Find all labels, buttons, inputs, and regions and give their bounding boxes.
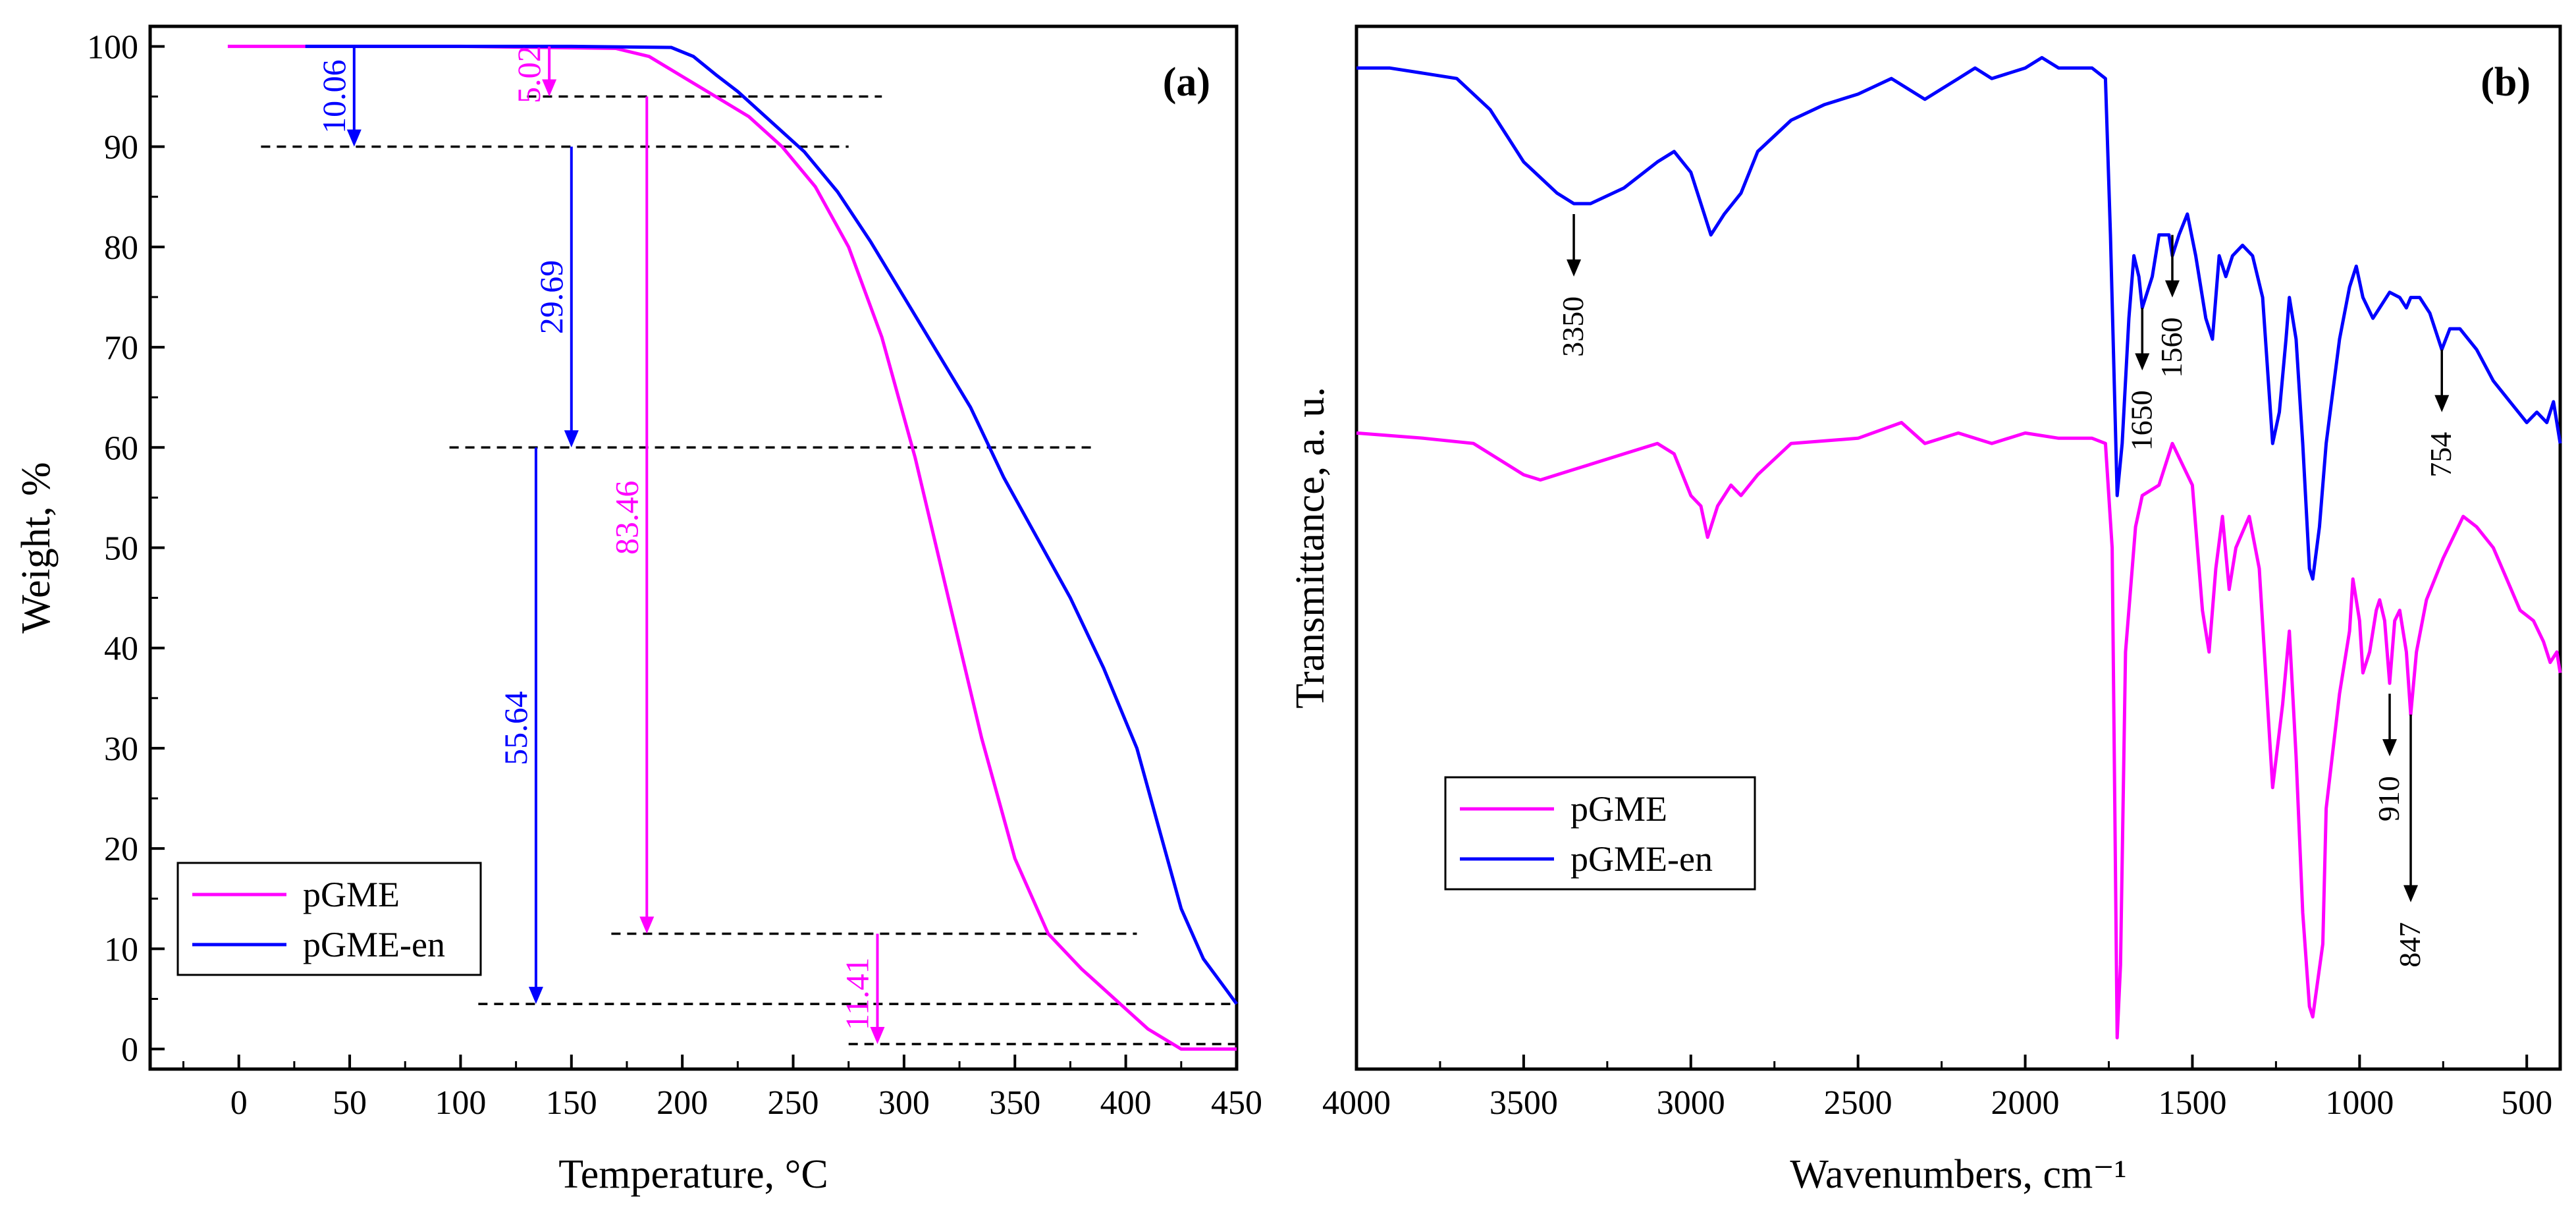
- annotation-label: 1650: [2124, 390, 2158, 451]
- x-tick-label: 500: [2501, 1084, 2552, 1122]
- y-tick-label: 30: [104, 731, 138, 768]
- x-tick-label: 150: [546, 1084, 597, 1122]
- annotation-arrowhead: [528, 987, 543, 1005]
- annotation-arrowhead: [2164, 280, 2180, 298]
- y-tick-label: 90: [104, 129, 138, 167]
- panel-b-annotations: 3350 1650 1560 754 910 847: [1556, 213, 2457, 968]
- annotation-label: 55.64: [497, 691, 534, 765]
- x-tick-label: 3000: [1657, 1084, 1725, 1122]
- panel-a-y-axis-title: Weight, %: [14, 462, 59, 633]
- annotation-arrowhead: [2135, 353, 2150, 371]
- annotation-label: 83.46: [608, 481, 645, 555]
- y-tick-label: 70: [104, 329, 138, 367]
- annotation-label: 10.06: [315, 59, 352, 134]
- annotation-label: 754: [2424, 432, 2457, 478]
- x-tick-label: 300: [878, 1084, 930, 1122]
- x-tick-label: 450: [1211, 1084, 1262, 1122]
- panel-b-x-axis-title: Wavenumbers, cm⁻¹: [1790, 1152, 2126, 1197]
- x-tick-label: 50: [333, 1084, 367, 1122]
- annotation-arrowhead: [639, 916, 655, 934]
- annotation-label: 3350: [1556, 296, 1590, 357]
- annotation-label: 910: [2372, 776, 2405, 821]
- panel-a-legend-box: [176, 862, 482, 976]
- panel-b-legend-label-pgme: pGME: [1570, 789, 1667, 829]
- annotation-label: 5.02: [510, 45, 547, 103]
- x-tick-label: 1500: [2158, 1084, 2226, 1122]
- panel-a-legend-label-pgme: pGME: [303, 875, 400, 914]
- annotation-label: 11.41: [838, 958, 875, 1031]
- y-tick-label: 60: [104, 429, 138, 467]
- y-tick-label: 100: [87, 28, 138, 66]
- series-line-pgme-en: [1356, 56, 2562, 581]
- panel-b-y-axis-title: Transmittance, a. u.: [1288, 387, 1333, 708]
- panel-a-annotations: 10.06 5.02 29.69 83.46 55.64 11.41: [315, 45, 885, 1044]
- panel-b-ftir: 3350 1650 1560 754 910 847 4000 3500 3000 2500 20…: [1288, 24, 2562, 1197]
- annotation-label: 847: [2393, 922, 2427, 968]
- panel-b-plot-frame: [1355, 24, 2562, 1071]
- panel-a-x-axis-title: Temperature, °C: [558, 1152, 828, 1197]
- annotation-arrowhead: [1567, 259, 1582, 277]
- x-tick-label: 1000: [2325, 1084, 2394, 1122]
- y-tick-label: 50: [104, 530, 138, 568]
- y-tick-label: 80: [104, 229, 138, 267]
- panel-a-legend-label-pgme-en: pGME-en: [303, 925, 445, 964]
- panel-b-label: (b): [2481, 60, 2531, 105]
- panel-b-legend-label-pgme-en: pGME-en: [1570, 839, 1713, 879]
- annotation-arrowhead: [2403, 885, 2419, 902]
- x-tick-label: 250: [768, 1084, 819, 1122]
- y-tick-label: 40: [104, 630, 138, 668]
- x-tick-label: 4000: [1322, 1084, 1391, 1122]
- annotation-arrowhead: [2382, 739, 2398, 757]
- panel-a-label: (a): [1163, 60, 1210, 105]
- annotation-arrowhead: [564, 430, 579, 448]
- annotation-arrowhead: [870, 1026, 885, 1044]
- x-tick-label: 2500: [1824, 1084, 1892, 1122]
- panel-a-y-ticks: 0 10 20 30 40 50 60 70 80 90 100: [87, 28, 165, 1069]
- series-line-pgme: [227, 44, 1237, 1051]
- panel-b-legend: pGME pGME-en: [1444, 776, 1756, 891]
- x-tick-label: 350: [989, 1084, 1040, 1122]
- panel-b-x-ticks: 4000 3500 3000 2500 2000 1500 1000 500: [1322, 1055, 2552, 1122]
- series-line-pgme: [1356, 421, 2562, 1039]
- x-tick-label: 100: [435, 1084, 486, 1122]
- annotation-arrowhead: [346, 129, 362, 147]
- series-line-pgme-en: [305, 44, 1239, 1005]
- annotation-arrowhead: [542, 79, 557, 97]
- panel-b-legend-box: [1444, 776, 1756, 891]
- x-tick-label: 400: [1100, 1084, 1152, 1122]
- panel-a-legend: pGME pGME-en: [176, 862, 482, 976]
- panel-b-series: [1356, 56, 2562, 1039]
- annotation-label: 1560: [2155, 317, 2188, 378]
- x-tick-label: 3500: [1489, 1084, 1558, 1122]
- y-tick-label: 0: [121, 1032, 138, 1069]
- annotation-label: 29.69: [533, 260, 570, 335]
- annotation-arrowhead: [2434, 395, 2450, 412]
- y-tick-label: 10: [104, 931, 138, 968]
- panel-a-series: [227, 44, 1239, 1051]
- x-tick-label: 0: [230, 1084, 248, 1122]
- x-tick-label: 200: [657, 1084, 708, 1122]
- y-tick-label: 20: [104, 831, 138, 868]
- x-tick-label: 2000: [1991, 1084, 2060, 1122]
- panel-a-x-ticks: 0 50 100 150 200 250 300 350 400 450: [182, 1055, 1262, 1122]
